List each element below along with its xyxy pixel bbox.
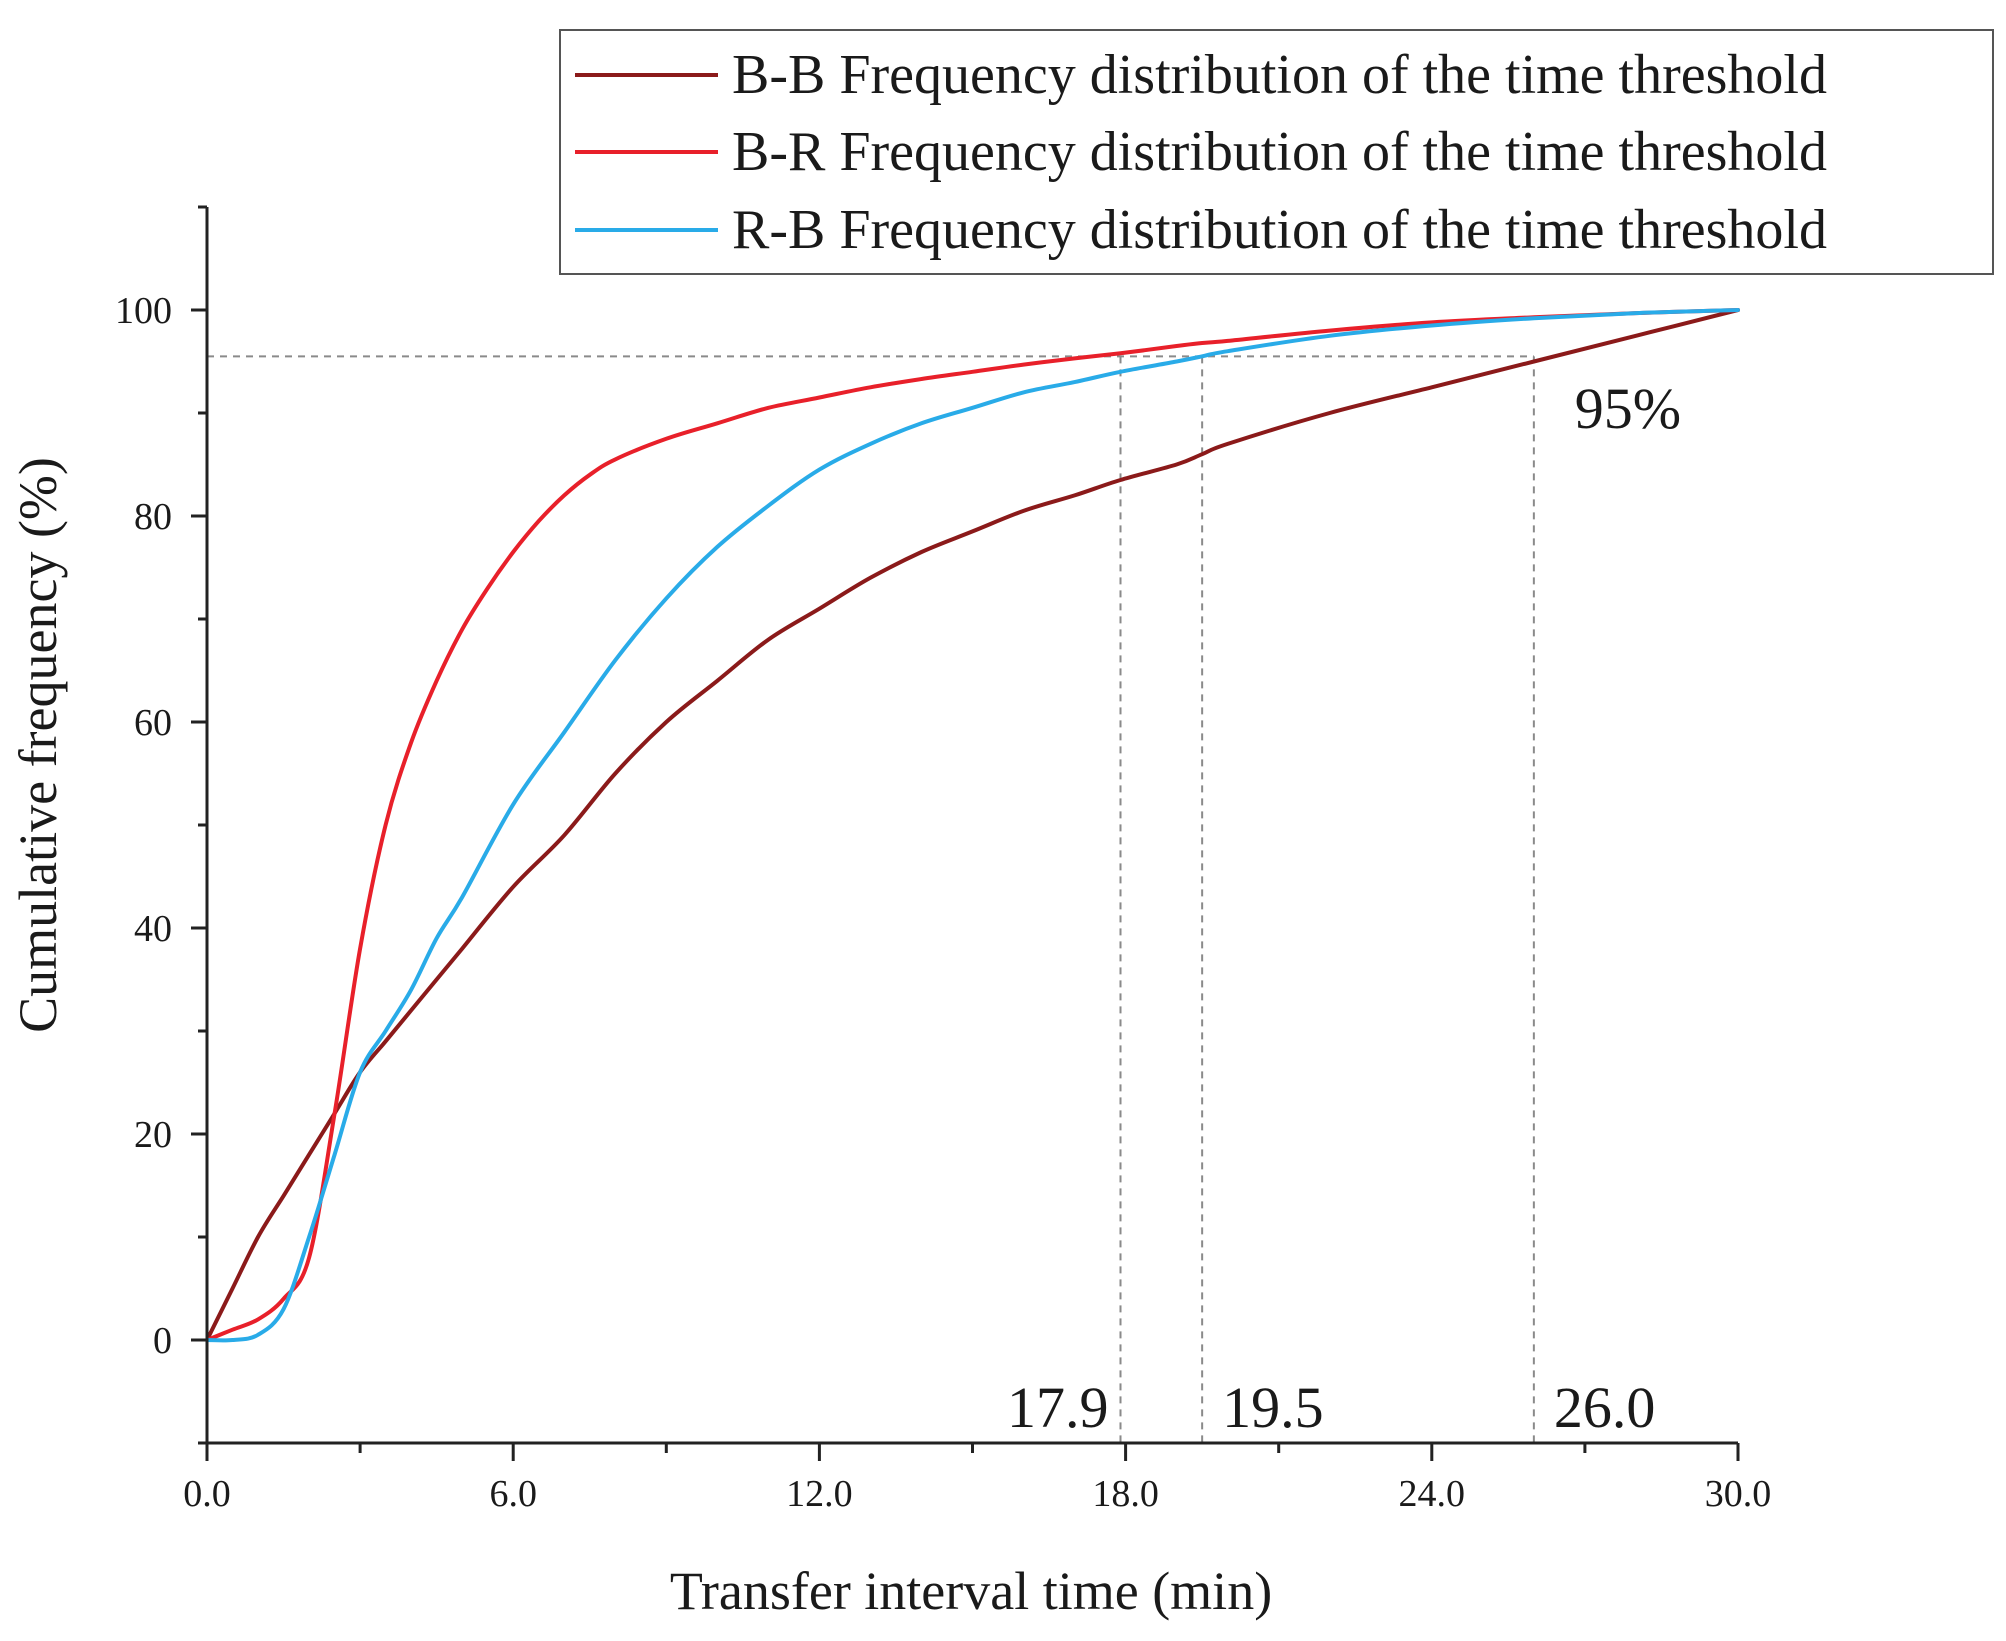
x-tick-label: 0.0 (183, 1473, 231, 1515)
y-tick-label: 60 (134, 702, 172, 744)
annotation-95-percent: 95% (1575, 376, 1681, 441)
annotation-19-5: 19.5 (1222, 1375, 1324, 1440)
annotations: 95% 17.9 19.5 26.0 (1007, 376, 1681, 1440)
y-tick-label: 20 (134, 1114, 172, 1156)
annotation-17-9: 17.9 (1007, 1375, 1109, 1440)
y-tick-label: 40 (134, 908, 172, 950)
x-tick-label: 24.0 (1399, 1473, 1466, 1515)
x-axis-title: Transfer interval time (min) (670, 1561, 1272, 1621)
axes (205, 207, 1738, 1445)
y-axis-title: Cumulative frequency (%) (8, 457, 68, 1033)
y-tick-label: 0 (153, 1320, 172, 1362)
legend-label-b-r: B-R Frequency distribution of the time t… (732, 121, 1827, 183)
x-tick-label: 30.0 (1705, 1473, 1772, 1515)
x-tick-label: 18.0 (1092, 1473, 1159, 1515)
series-lines (205, 308, 1740, 1343)
series-line-b-r (205, 308, 1740, 1342)
y-tick-label: 100 (115, 290, 172, 332)
x-tick-label: 6.0 (489, 1473, 537, 1515)
legend-label-r-b: R-B Frequency distribution of the time t… (732, 199, 1827, 261)
plot-area: 0.0 6.0 12.0 18.0 24.0 30.0 0 20 40 60 80 100 95% 17… (115, 205, 1772, 1515)
series-line-r-b (205, 308, 1740, 1343)
series-line-b-b (205, 308, 1740, 1342)
annotation-26-0: 26.0 (1554, 1375, 1656, 1440)
reference-lines (207, 355, 1535, 1443)
legend-label-b-b: B-B Frequency distribution of the time t… (732, 44, 1827, 106)
y-tick-label: 80 (134, 496, 172, 538)
x-tick-label: 12.0 (786, 1473, 853, 1515)
legend: B-B Frequency distribution of the time t… (559, 29, 1994, 275)
ticks: 0.0 6.0 12.0 18.0 24.0 30.0 0 20 40 60 80 100 (115, 205, 1772, 1515)
legend-box (559, 29, 1994, 275)
